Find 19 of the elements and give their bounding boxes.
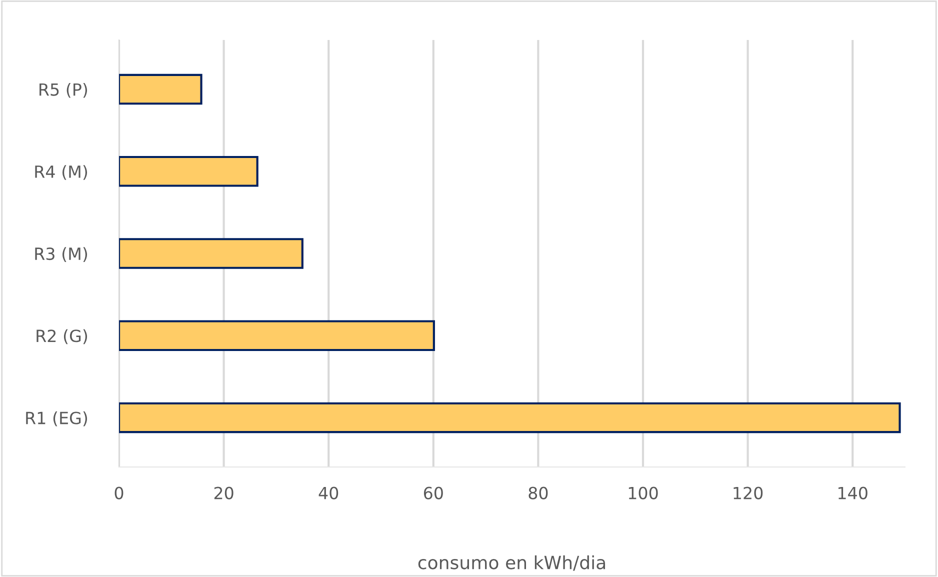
y-tick-label: R3 (M) — [35, 247, 88, 262]
bar — [119, 320, 435, 352]
x-axis-title: consumo en kWh/dia — [418, 555, 606, 571]
bar — [119, 402, 901, 434]
y-tick-label: R5 (P) — [40, 82, 88, 98]
bar — [119, 156, 258, 187]
x-tick-label: 140 — [838, 486, 868, 500]
x-tick-label: 60 — [424, 486, 443, 500]
x-tick-label: 20 — [214, 486, 234, 500]
y-tick-label: R4 (M) — [35, 165, 88, 180]
x-tick-label: 120 — [734, 486, 763, 500]
bar — [119, 74, 202, 105]
x-tick-label: 0 — [114, 486, 124, 500]
y-tick-label: R1 (EG) — [26, 411, 88, 426]
y-tick-label: R2 (G) — [36, 329, 88, 344]
x-tick-label: 100 — [628, 486, 658, 500]
bar — [119, 238, 304, 269]
x-tick-label: 80 — [528, 486, 548, 500]
x-tick-label: 40 — [318, 486, 338, 500]
